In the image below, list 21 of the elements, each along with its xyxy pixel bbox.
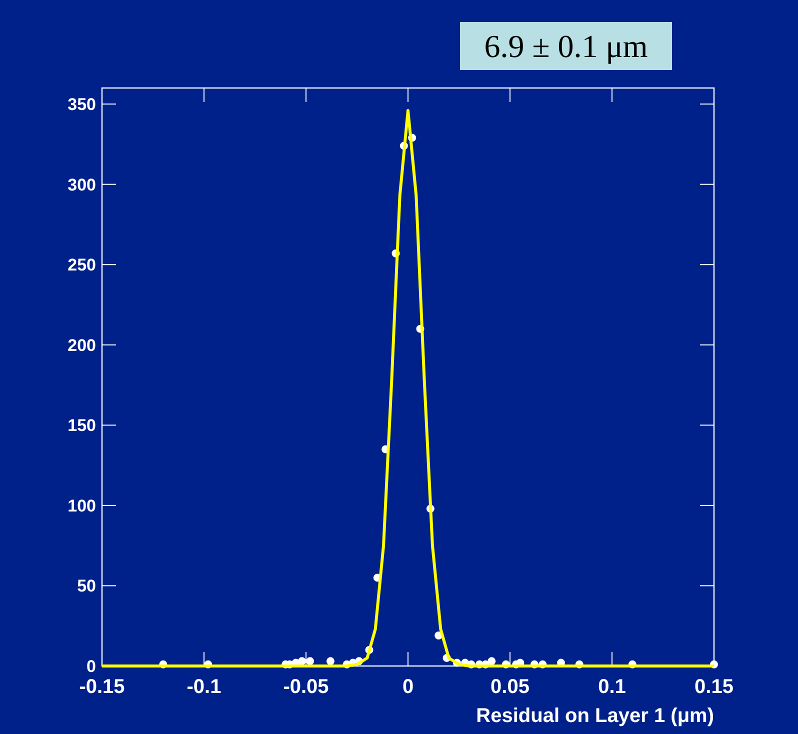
y-tick-label: 100 <box>68 496 96 516</box>
x-tick-label: 0 <box>402 676 414 698</box>
x-tick-label: 0.15 <box>694 676 734 698</box>
y-tick-label: 200 <box>68 336 96 355</box>
y-tick-label: 350 <box>68 95 96 114</box>
point <box>488 657 496 666</box>
y-tick-label: 150 <box>68 416 96 436</box>
y-tick-label: 300 <box>68 175 96 194</box>
point <box>298 657 306 666</box>
y-tick-label: 50 <box>77 576 96 596</box>
x-tick-label: 0.05 <box>490 676 530 698</box>
point <box>326 657 334 666</box>
point <box>306 657 314 666</box>
x-axis-title: Residual on Layer 1 (μm) <box>476 705 714 727</box>
x-tick-label: 0.1 <box>598 676 626 698</box>
x-tick-label: -0.05 <box>283 676 329 698</box>
text: 6.9 ± 0.1 μm <box>484 28 648 64</box>
x-tick-label: -0.15 <box>79 676 125 698</box>
y-tick-label: 250 <box>68 256 96 275</box>
y-tick-label: 0 <box>86 657 96 676</box>
x-tick-label: -0.1 <box>186 676 222 698</box>
